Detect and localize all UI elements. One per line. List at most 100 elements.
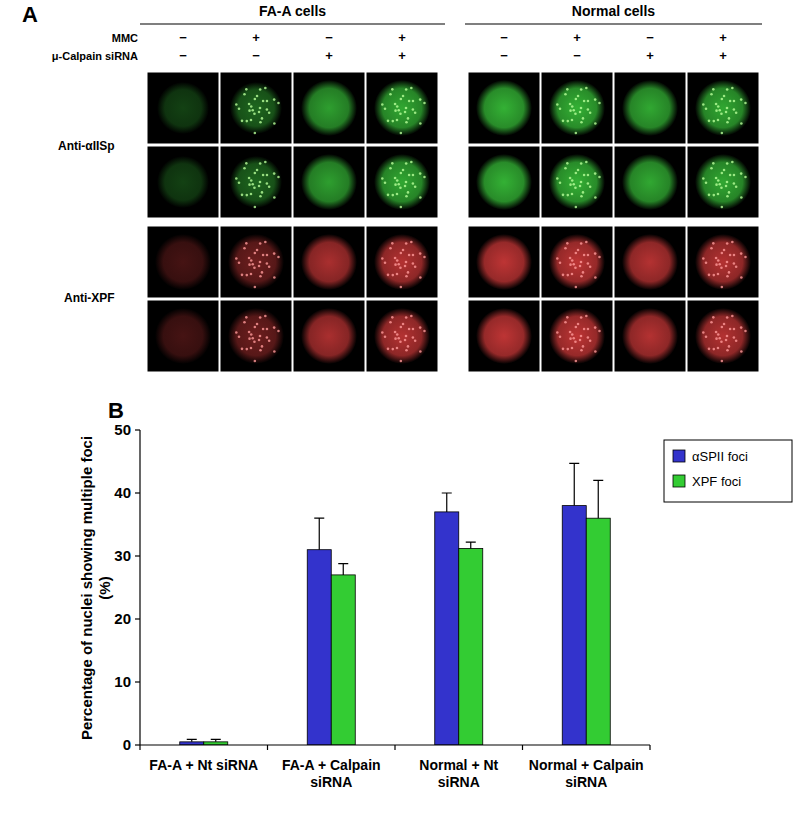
- focus-dot: [718, 109, 721, 112]
- cell: [476, 234, 532, 290]
- focus-dot: [569, 263, 572, 266]
- micrograph: [366, 300, 438, 372]
- focus-dot: [556, 103, 559, 106]
- focus-dot: [723, 95, 726, 98]
- focus-dot: [273, 122, 276, 125]
- focus-dot: [587, 328, 590, 331]
- focus-dot: [258, 185, 261, 188]
- focus-dot: [587, 262, 590, 265]
- focus-dot: [399, 112, 402, 115]
- focus-dot: [248, 263, 251, 266]
- focus-dot: [580, 242, 583, 245]
- focus-dot: [564, 321, 567, 324]
- focus-dot: [569, 103, 572, 106]
- y-tick: [135, 618, 140, 619]
- focus-dot: [717, 193, 720, 196]
- focus-dot: [387, 348, 390, 351]
- cell: [476, 308, 532, 364]
- focus-dot: [562, 194, 565, 197]
- focus-dot: [705, 181, 708, 184]
- focus-dot: [423, 102, 426, 105]
- error-bar: [466, 542, 476, 548]
- focus-dot: [412, 328, 415, 331]
- focus-dot: [405, 242, 408, 245]
- focus-dot: [259, 88, 262, 91]
- focus-dot: [589, 112, 592, 115]
- focus-dot: [412, 336, 415, 339]
- x-tick-label: FA-A + Nt siRNA: [145, 757, 263, 774]
- focus-dot: [580, 181, 583, 184]
- focus-dot: [273, 172, 276, 175]
- focus-dot: [259, 195, 262, 198]
- focus-dot: [408, 328, 411, 331]
- focus-dot: [721, 98, 724, 101]
- focus-dot: [735, 340, 738, 343]
- focus-dot: [571, 193, 574, 196]
- focus-dot: [566, 274, 569, 277]
- focus-dot: [264, 315, 267, 318]
- focus-dot: [580, 316, 583, 319]
- focus-dot: [262, 174, 265, 177]
- cell: [695, 234, 751, 290]
- focus-dot: [733, 100, 736, 103]
- focus-dot: [405, 88, 408, 91]
- focus-dot: [268, 186, 271, 189]
- focus-dot: [273, 276, 276, 279]
- focus-dot: [585, 161, 588, 164]
- focus-dot: [258, 111, 261, 114]
- focus-dot: [577, 249, 580, 252]
- focus-dot: [253, 266, 256, 269]
- focus-dot: [254, 252, 257, 255]
- y-tick-label: 10: [114, 673, 131, 690]
- focus-dot: [721, 286, 724, 289]
- micrograph: [366, 72, 438, 144]
- focus-dot: [266, 108, 269, 111]
- focus-dot: [381, 103, 384, 106]
- condition-sign: −: [325, 30, 333, 45]
- focus-dot: [256, 323, 259, 326]
- focus-dot: [712, 120, 715, 123]
- focus-dot: [396, 179, 399, 182]
- focus-dot: [594, 276, 597, 279]
- stain-label: Anti-αIISp: [58, 139, 115, 153]
- focus-dot: [405, 107, 408, 110]
- focus-dot: [710, 167, 713, 170]
- focus-dot: [400, 360, 403, 363]
- focus-dot: [407, 345, 410, 348]
- bar: [459, 548, 483, 745]
- focus-dot: [733, 108, 736, 111]
- focus-dot: [404, 111, 407, 114]
- cell: [301, 154, 357, 210]
- focus-dot: [598, 256, 601, 259]
- y-tick: [135, 744, 140, 745]
- focus-dot: [723, 323, 726, 326]
- focus-dot: [712, 194, 715, 197]
- focus-dot: [251, 109, 254, 112]
- focus-dot: [717, 333, 720, 336]
- focus-dot: [740, 122, 743, 125]
- focus-dot: [402, 249, 405, 252]
- focus-dot: [726, 121, 729, 124]
- focus-dot: [569, 177, 572, 180]
- micrograph: [614, 146, 686, 218]
- focus-dot: [387, 194, 390, 197]
- focus-dot: [268, 112, 271, 115]
- focus-dot: [582, 191, 585, 194]
- focus-dot: [740, 276, 743, 279]
- focus-dot: [564, 247, 567, 250]
- focus-dot: [574, 112, 577, 115]
- focus-dot: [394, 183, 397, 186]
- focus-dot: [726, 335, 729, 338]
- bar: [562, 506, 586, 745]
- error-bar: [569, 463, 579, 505]
- focus-dot: [259, 162, 262, 165]
- focus-dot: [572, 337, 575, 340]
- focus-dot: [733, 336, 736, 339]
- micrograph: [541, 300, 613, 372]
- condition-sign: −: [179, 30, 187, 45]
- focus-dot: [399, 186, 402, 189]
- focus-dot: [245, 274, 248, 277]
- micrograph: [220, 226, 292, 298]
- focus-dot: [387, 274, 390, 277]
- error-bar: [593, 480, 603, 518]
